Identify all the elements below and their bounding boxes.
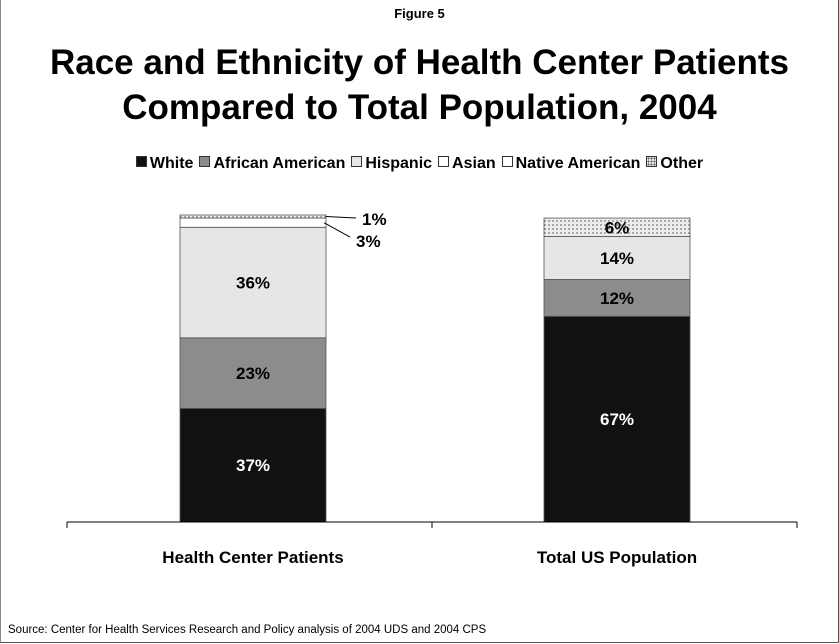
data-label: 67% bbox=[600, 410, 634, 429]
legend-swatch bbox=[438, 156, 450, 167]
data-label: 37% bbox=[236, 456, 270, 475]
legend-item-hispanic: Hispanic bbox=[351, 155, 432, 173]
bar-segment-total-us-population-hispanic bbox=[543, 236, 691, 280]
bar-segment-total-us-population-white bbox=[543, 315, 691, 523]
legend-item-white: White bbox=[135, 155, 194, 173]
legend-label: Other bbox=[660, 155, 704, 172]
legend-swatch bbox=[646, 156, 658, 167]
data-label: 23% bbox=[236, 364, 270, 383]
category-label-total-us-population: Total US Population bbox=[537, 548, 697, 567]
legend-item-african-american: African American bbox=[199, 155, 345, 173]
bar-segment-health-center-patients-african-american bbox=[179, 337, 327, 409]
legend-item-native-american: Native American bbox=[501, 155, 641, 173]
legend-label: Asian bbox=[452, 155, 496, 172]
chart-title-line-2: Compared to Total Population, 2004 bbox=[122, 88, 717, 127]
data-label: 6% bbox=[605, 218, 630, 237]
legend-label: Native American bbox=[515, 155, 641, 172]
bar-segment-total-us-population-other bbox=[543, 217, 691, 237]
legend-swatch bbox=[199, 156, 211, 167]
legend-swatch bbox=[501, 156, 513, 167]
legend-swatch bbox=[351, 156, 363, 167]
bar-segment-health-center-patients-white bbox=[179, 408, 327, 523]
figure-label: Figure 5 bbox=[394, 6, 445, 21]
data-label: 14% bbox=[600, 249, 634, 268]
data-label: 1% bbox=[362, 210, 387, 229]
legend-label: Hispanic bbox=[365, 155, 433, 172]
legend-swatch bbox=[135, 156, 147, 167]
legend-item-other: Other bbox=[646, 155, 703, 173]
leader-line bbox=[325, 216, 357, 219]
bar-segment-health-center-patients-other bbox=[179, 214, 327, 219]
source-note: Source: Center for Health Services Resea… bbox=[8, 624, 487, 636]
bar-segment-health-center-patients-hispanic bbox=[179, 226, 327, 339]
legend-label: African American bbox=[213, 155, 346, 172]
data-label: 12% bbox=[600, 289, 634, 308]
leader-line bbox=[323, 222, 351, 238]
bar-segment-total-us-population-african-american bbox=[543, 279, 691, 317]
legend-label: White bbox=[149, 155, 194, 172]
chart-legend: White African American Hispanic Asian Native… bbox=[0, 155, 839, 173]
category-label-health-center-patients: Health Center Patients bbox=[162, 548, 343, 567]
chart-title-line-1: Race and Ethnicity of Health Center Pati… bbox=[49, 43, 790, 82]
data-label: 36% bbox=[236, 274, 270, 293]
data-label: 3% bbox=[356, 232, 381, 251]
legend-item-asian: Asian bbox=[438, 155, 496, 173]
bar-segment-health-center-patients-asian bbox=[179, 217, 327, 228]
